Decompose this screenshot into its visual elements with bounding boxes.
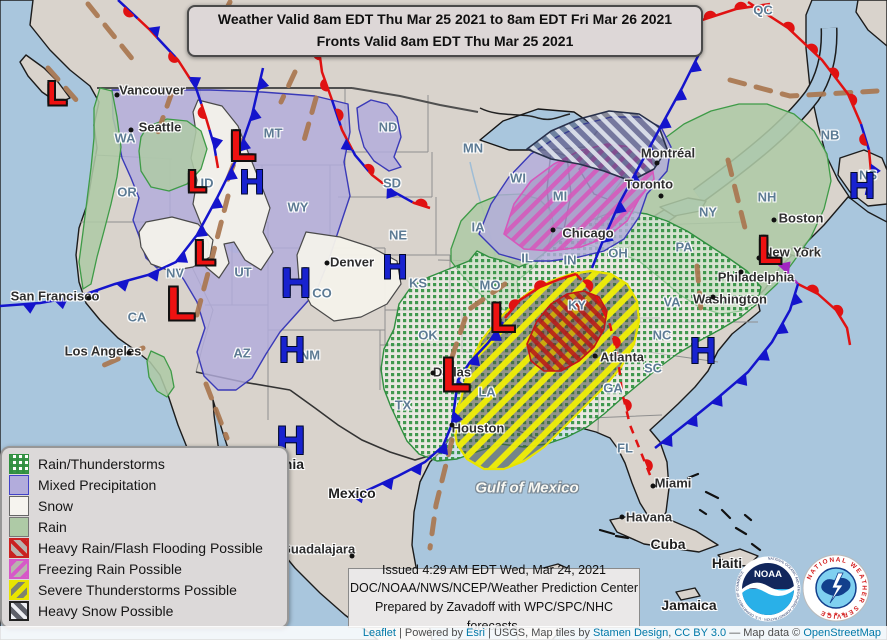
legend-item: Heavy Snow Possible [9,600,280,621]
precip-rain [138,118,208,192]
trough-line [725,157,749,235]
trough-line [203,381,230,441]
nws-lightning-icon [829,572,844,604]
front-occluded [771,257,799,285]
attribution-text: — Map data © [726,627,804,639]
attribution-link[interactable]: CC BY 3.0 [674,627,727,639]
noaa-seagull-icon [742,582,794,597]
front-stationary [117,0,224,169]
trough-line [694,263,704,313]
attribution-link[interactable]: Stamen Design [593,627,669,639]
legend-swatch-snow [9,495,29,516]
legend-swatch-rain [9,516,29,537]
legend-item: Freezing Rain Possible [9,558,280,579]
legend-swatch-freezing [9,558,29,579]
legend-item: Rain/Thunderstorms [9,453,280,474]
noaa-logo: NOAA NATIONAL OCEANIC AND ATMOSPHERIC AD… [735,556,801,627]
trough-line [300,95,319,147]
legend-item-label: Heavy Rain/Flash Flooding Possible [38,539,263,556]
legend-item: Snow [9,495,280,516]
front-warm [747,0,863,125]
attribution-text: , [668,627,675,639]
legend-swatch-severe [9,579,29,600]
legend-swatch-rain-thunder [9,453,29,474]
legend-item-label: Heavy Snow Possible [38,602,174,619]
legend-item-label: Severe Thunderstorms Possible [38,581,237,598]
front-warm-dashed [575,273,654,481]
issued-info-box: Issued 4:29 AM EDT Wed, Mar 24, 2021 DOC… [348,563,640,633]
valid-time-line1: Weather Valid 8am EDT Thu Mar 25 2021 to… [217,11,673,28]
trough-line [85,1,141,69]
trough-line [427,437,455,551]
precip-rain [78,87,122,290]
front-stationary [330,99,431,210]
legend-item-label: Freezing Rain Possible [38,560,182,577]
legend-swatch-mixed [9,474,29,495]
precip-snow [296,231,402,322]
legend-item-label: Mixed Precipitation [38,476,157,493]
attribution-link[interactable]: OpenStreetMap [803,627,881,639]
front-cold [0,67,270,314]
trough-lines [45,0,880,551]
valid-time-line2: Fronts Valid 8am EDT Thu Mar 25 2021 [316,33,574,49]
legend-item: Heavy Rain/Flash Flooding Possible [9,537,280,558]
cuba-island [609,513,719,553]
legend-item-label: Rain/Thunderstorms [38,455,165,472]
attribution-text: | USGS, Map tiles by [485,627,594,639]
svg-text:NOAA: NOAA [754,569,782,580]
valid-time-banner: Weather Valid 8am EDT Thu Mar 25 2021 to… [187,5,703,57]
issued-line2: DOC/NOAA/NWS/NCEP/Weather Prediction Cen… [349,581,639,596]
front-stationary [859,123,881,196]
nws-logo: NATIONAL WEATHER SERVICE ★ ★ ★ [802,554,870,627]
legend-item-label: Snow [38,497,74,514]
trough-line [45,65,81,105]
trough-line [446,281,508,369]
trough-line [99,345,146,369]
legend-panel: Rain/Thunderstorms Mixed Precipitation Sno… [0,446,289,629]
attribution-text: | Powered by [395,627,467,639]
trough-line [155,89,175,135]
precip-heavyrain [526,290,608,372]
trough-line [192,193,231,325]
front-warm [504,272,577,319]
legend-item: Severe Thunderstorms Possible [9,579,280,600]
bahamas-keys [598,472,762,552]
legend-item-label: Rain [38,518,67,535]
precip-mixed [356,99,402,172]
jamaica-island [675,587,701,601]
precip-rain [146,350,175,398]
trough-line [278,69,298,105]
newfoundland-corner [855,0,887,47]
legend-swatch-heavy-rain [9,537,29,558]
precip-snow [138,216,214,272]
vancouver-island [19,54,71,104]
front-warm [797,282,852,346]
precip-heavysnow [526,110,668,182]
front-cold [590,51,702,269]
legend-item: Mixed Precipitation [9,474,280,495]
front-lines [0,0,881,504]
front-cold [654,283,803,449]
attribution-bar: Leaflet | Powered by Esri | USGS, Map ti… [0,626,887,640]
legend-swatch-heavy-snow [9,600,29,621]
legend-item: Rain [9,516,280,537]
attribution-link[interactable]: Leaflet [362,627,396,639]
issued-line1: Issued 4:29 AM EDT Wed, Mar 24, 2021 [382,562,606,577]
svg-text:★ ★ ★: ★ ★ ★ [826,611,845,618]
attribution-link[interactable]: Esri [466,627,485,639]
